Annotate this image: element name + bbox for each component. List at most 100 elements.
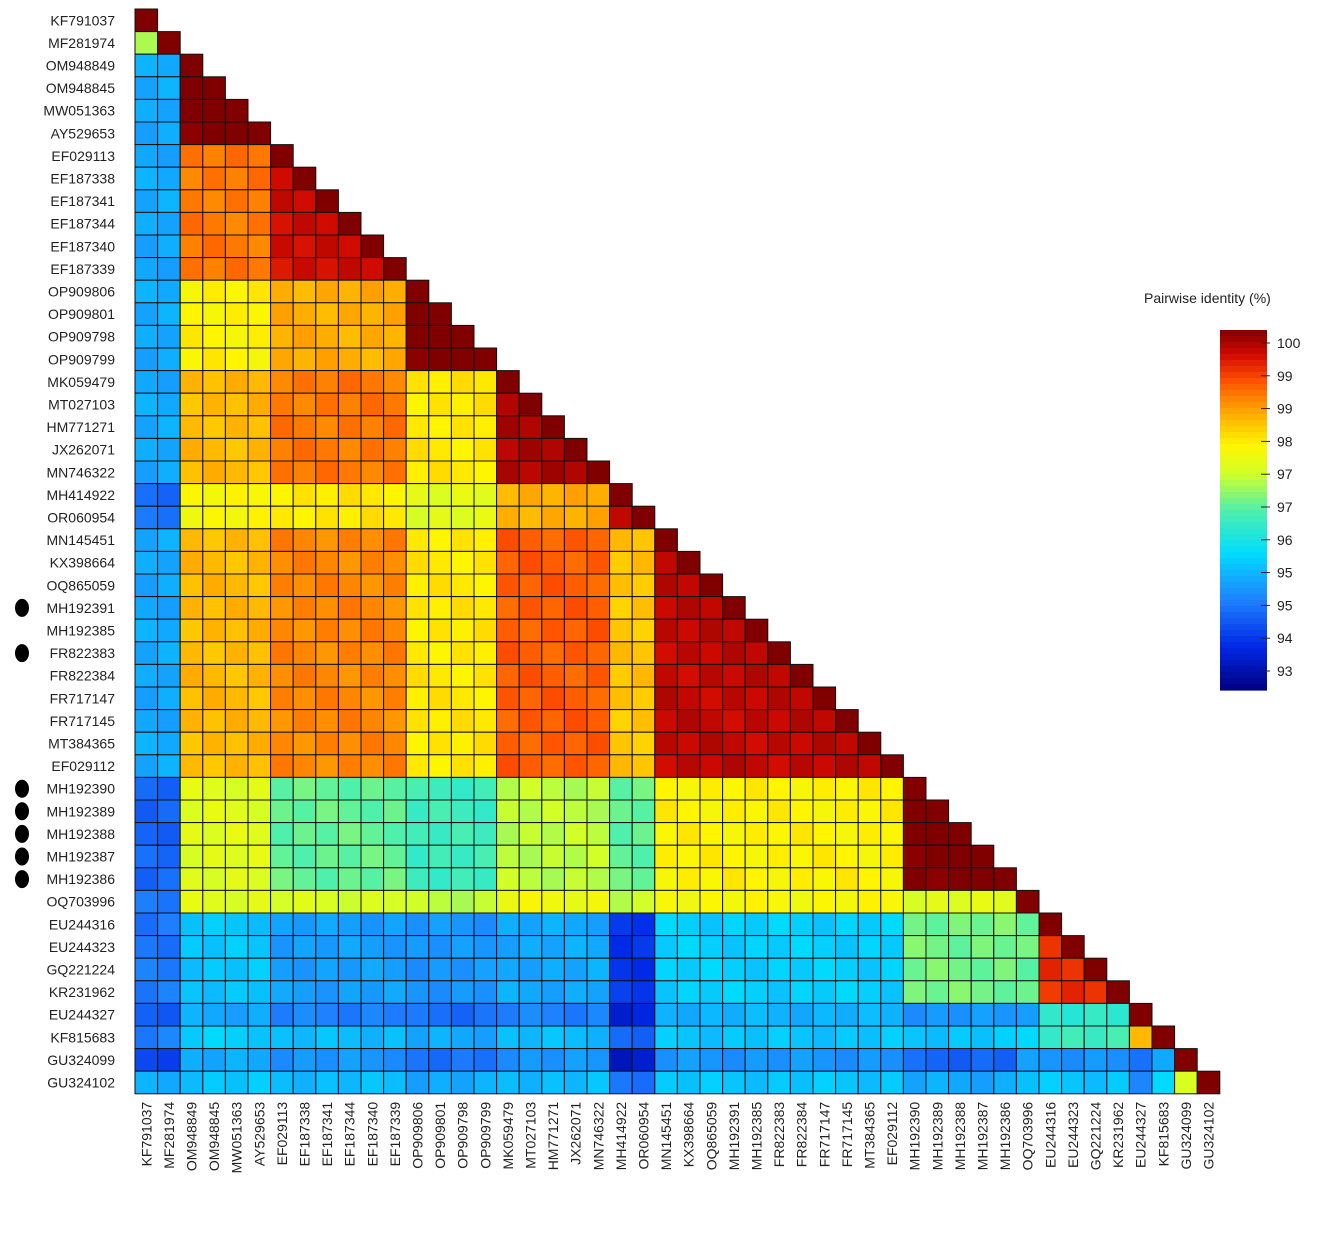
heatmap-cell xyxy=(1083,1025,1108,1050)
column-label: OQ865059 xyxy=(703,1102,719,1171)
heatmap-cell xyxy=(202,189,226,213)
heatmap-cell xyxy=(496,573,520,598)
heatmap-cell xyxy=(270,573,294,598)
heatmap-cell xyxy=(315,731,339,756)
heatmap-cell xyxy=(360,460,385,485)
heatmap-cell xyxy=(586,731,611,756)
heatmap-cell xyxy=(699,663,724,688)
heatmap-cell xyxy=(360,550,385,575)
heatmap-cell xyxy=(157,1070,181,1095)
heatmap-cell xyxy=(224,370,249,394)
heatmap-cell xyxy=(179,347,204,372)
heatmap-cell xyxy=(292,1070,317,1095)
heatmap-cell xyxy=(337,324,362,349)
legend-swatch xyxy=(1220,444,1267,451)
heatmap-cell xyxy=(1038,980,1063,1004)
heatmap-cell xyxy=(134,663,159,688)
heatmap-cell xyxy=(880,867,904,891)
heatmap-cell xyxy=(247,392,272,417)
heatmap-cell xyxy=(722,1025,746,1050)
heatmap-cell xyxy=(880,1025,904,1050)
heatmap-cell xyxy=(134,618,159,643)
heatmap-cell xyxy=(337,844,362,869)
heatmap-cell xyxy=(789,776,814,801)
heatmap-cell xyxy=(157,98,181,123)
heatmap-cell xyxy=(360,957,385,982)
heatmap-cell xyxy=(202,437,226,462)
heatmap-cell xyxy=(541,957,565,982)
heatmap-cell xyxy=(654,1048,678,1072)
heatmap-cell xyxy=(247,889,272,914)
legend-swatch xyxy=(1220,426,1267,433)
legend-tick-label: 97 xyxy=(1277,466,1293,482)
heatmap-cell xyxy=(383,1025,407,1050)
heatmap-cell xyxy=(270,483,294,507)
heatmap-cell xyxy=(315,528,339,552)
heatmap-cell xyxy=(179,731,204,756)
legend-swatch xyxy=(1220,390,1267,397)
heatmap-cell xyxy=(157,437,181,462)
heatmap-cell xyxy=(857,912,882,937)
row-label: GU324102 xyxy=(47,1075,115,1091)
heatmap-cell xyxy=(337,211,362,236)
heatmap-cell xyxy=(405,596,430,620)
heatmap-cell xyxy=(1061,1048,1085,1072)
heatmap-cell xyxy=(157,460,181,485)
heatmap-cell xyxy=(224,415,249,439)
heatmap-cell xyxy=(789,822,814,846)
heatmap-cell xyxy=(835,776,859,801)
heatmap-cell xyxy=(699,957,724,982)
heatmap-cell xyxy=(563,822,588,846)
legend-tick-label: 97 xyxy=(1277,499,1293,515)
heatmap-cell xyxy=(202,460,226,485)
heatmap-cell xyxy=(1106,980,1130,1004)
heatmap-cell xyxy=(812,1002,837,1027)
heatmap-cell xyxy=(360,822,385,846)
column-label: OP909801 xyxy=(432,1102,448,1169)
heatmap-cell xyxy=(812,935,837,959)
column-label: MH192387 xyxy=(975,1102,991,1171)
heatmap-cell xyxy=(857,935,882,959)
heatmap-cell xyxy=(270,618,294,643)
row-label: OP909798 xyxy=(48,329,115,345)
heatmap-cell xyxy=(563,505,588,530)
legend-swatch xyxy=(1220,414,1267,421)
legend-swatch xyxy=(1220,552,1267,559)
heatmap-cell xyxy=(157,980,181,1004)
heatmap-cell xyxy=(541,415,565,439)
heatmap-cell xyxy=(157,415,181,439)
heatmap-cell xyxy=(1083,1048,1108,1072)
heatmap-cell xyxy=(767,709,791,733)
row-label: FR717147 xyxy=(50,690,116,706)
heatmap-cell xyxy=(405,1002,430,1027)
heatmap-cell xyxy=(315,889,339,914)
row-label: OM948845 xyxy=(46,80,115,96)
heatmap-cell xyxy=(631,799,656,824)
heatmap-cell xyxy=(1038,1002,1063,1027)
heatmap-cell xyxy=(1151,1048,1176,1072)
heatmap-cell xyxy=(134,844,159,869)
legend-swatch xyxy=(1220,684,1267,691)
heatmap-cell xyxy=(857,957,882,982)
heatmap-cell xyxy=(699,776,724,801)
heatmap-cell xyxy=(179,505,204,530)
heatmap-cell xyxy=(722,889,746,914)
heatmap-cell xyxy=(383,392,407,417)
heatmap-cell xyxy=(450,1002,475,1027)
heatmap-cell xyxy=(202,731,226,756)
heatmap-cell xyxy=(134,166,159,191)
heatmap-cell xyxy=(157,347,181,372)
heatmap-cell xyxy=(744,980,769,1004)
heatmap-cell xyxy=(699,709,724,733)
heatmap-cell xyxy=(496,709,520,733)
heatmap-cell xyxy=(835,912,859,937)
heatmap-cell xyxy=(224,1002,249,1027)
column-label: MH192389 xyxy=(929,1102,945,1171)
heatmap-cell xyxy=(518,663,543,688)
heatmap-cell xyxy=(179,663,204,688)
heatmap-cell xyxy=(473,754,498,778)
heatmap-cell xyxy=(1083,1002,1108,1027)
heatmap-cell xyxy=(835,709,859,733)
heatmap-cell xyxy=(315,279,339,304)
heatmap-cell xyxy=(473,709,498,733)
